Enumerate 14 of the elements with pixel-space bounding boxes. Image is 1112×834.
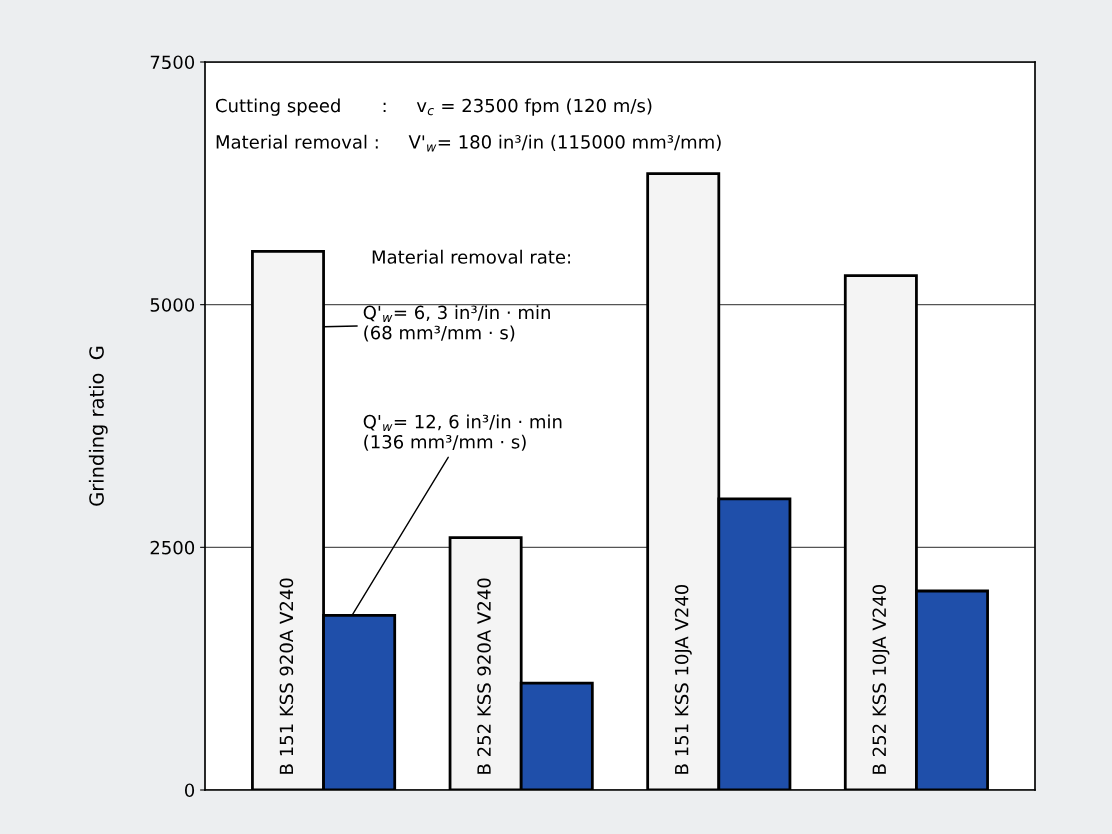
y-tick-label: 5000 [150,298,195,312]
annotation: Cutting speed : v$_{c}$ = 23500 fpm (120 m/s) [215,98,652,116]
x-tick-label: B 252 KSS 920A V240 [477,578,491,774]
y-tick-label: 2500 [150,540,195,555]
x-tick-label: B 151 KSS 10JA V240 [674,584,692,774]
y-tick-label: 0 [184,783,195,798]
text: Q'$_{w}$= 12, 6 in³/in · min (136 mm³/mm · s) [363,414,562,451]
annotation: Material removal : V'$_{w}$= 180 in³/in (115000 mm³/mm) [216,134,721,152]
y-axis-title: Grinding ratio G [88,346,108,506]
x-tick-label: B 252 KSS 10JA V240 [872,584,890,774]
legend-label: Q'$_{w}$= 6, 3 in³/in · min (68 mm³/mm · s) [363,305,550,342]
x-tick-label: B 151 KSS 920A V240 [279,578,294,774]
legend-title: Material removal rate: [372,249,571,264]
y-tick-label: 7500 [150,55,195,70]
